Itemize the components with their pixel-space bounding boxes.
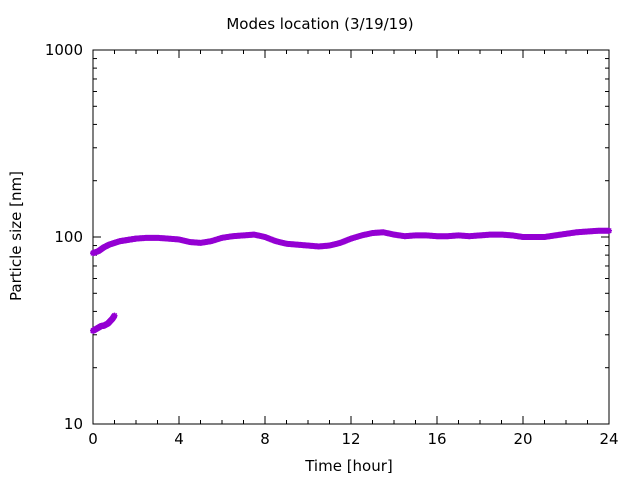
axis-ticks: 0 4 8 12 16 20 24 10 100 1000 — [45, 41, 619, 448]
x-tick-label: 20 — [513, 430, 532, 448]
x-axis-label: Time [hour] — [305, 457, 393, 475]
x-tick-label: 4 — [174, 430, 184, 448]
y-tick-label: 100 — [54, 228, 83, 246]
data-marks — [90, 227, 612, 334]
chart-title: Modes location (3/19/19) — [226, 15, 414, 33]
x-tick-label: 16 — [427, 430, 446, 448]
series-1-point — [606, 227, 612, 234]
x-tick-label: 0 — [88, 430, 98, 448]
y-tick-label: 10 — [64, 415, 83, 433]
y-tick-label: 1000 — [45, 41, 83, 59]
series-2-point — [111, 312, 118, 319]
x-tick-label: 12 — [341, 430, 360, 448]
x-tick-label: 8 — [260, 430, 270, 448]
x-tick-label: 24 — [599, 430, 618, 448]
